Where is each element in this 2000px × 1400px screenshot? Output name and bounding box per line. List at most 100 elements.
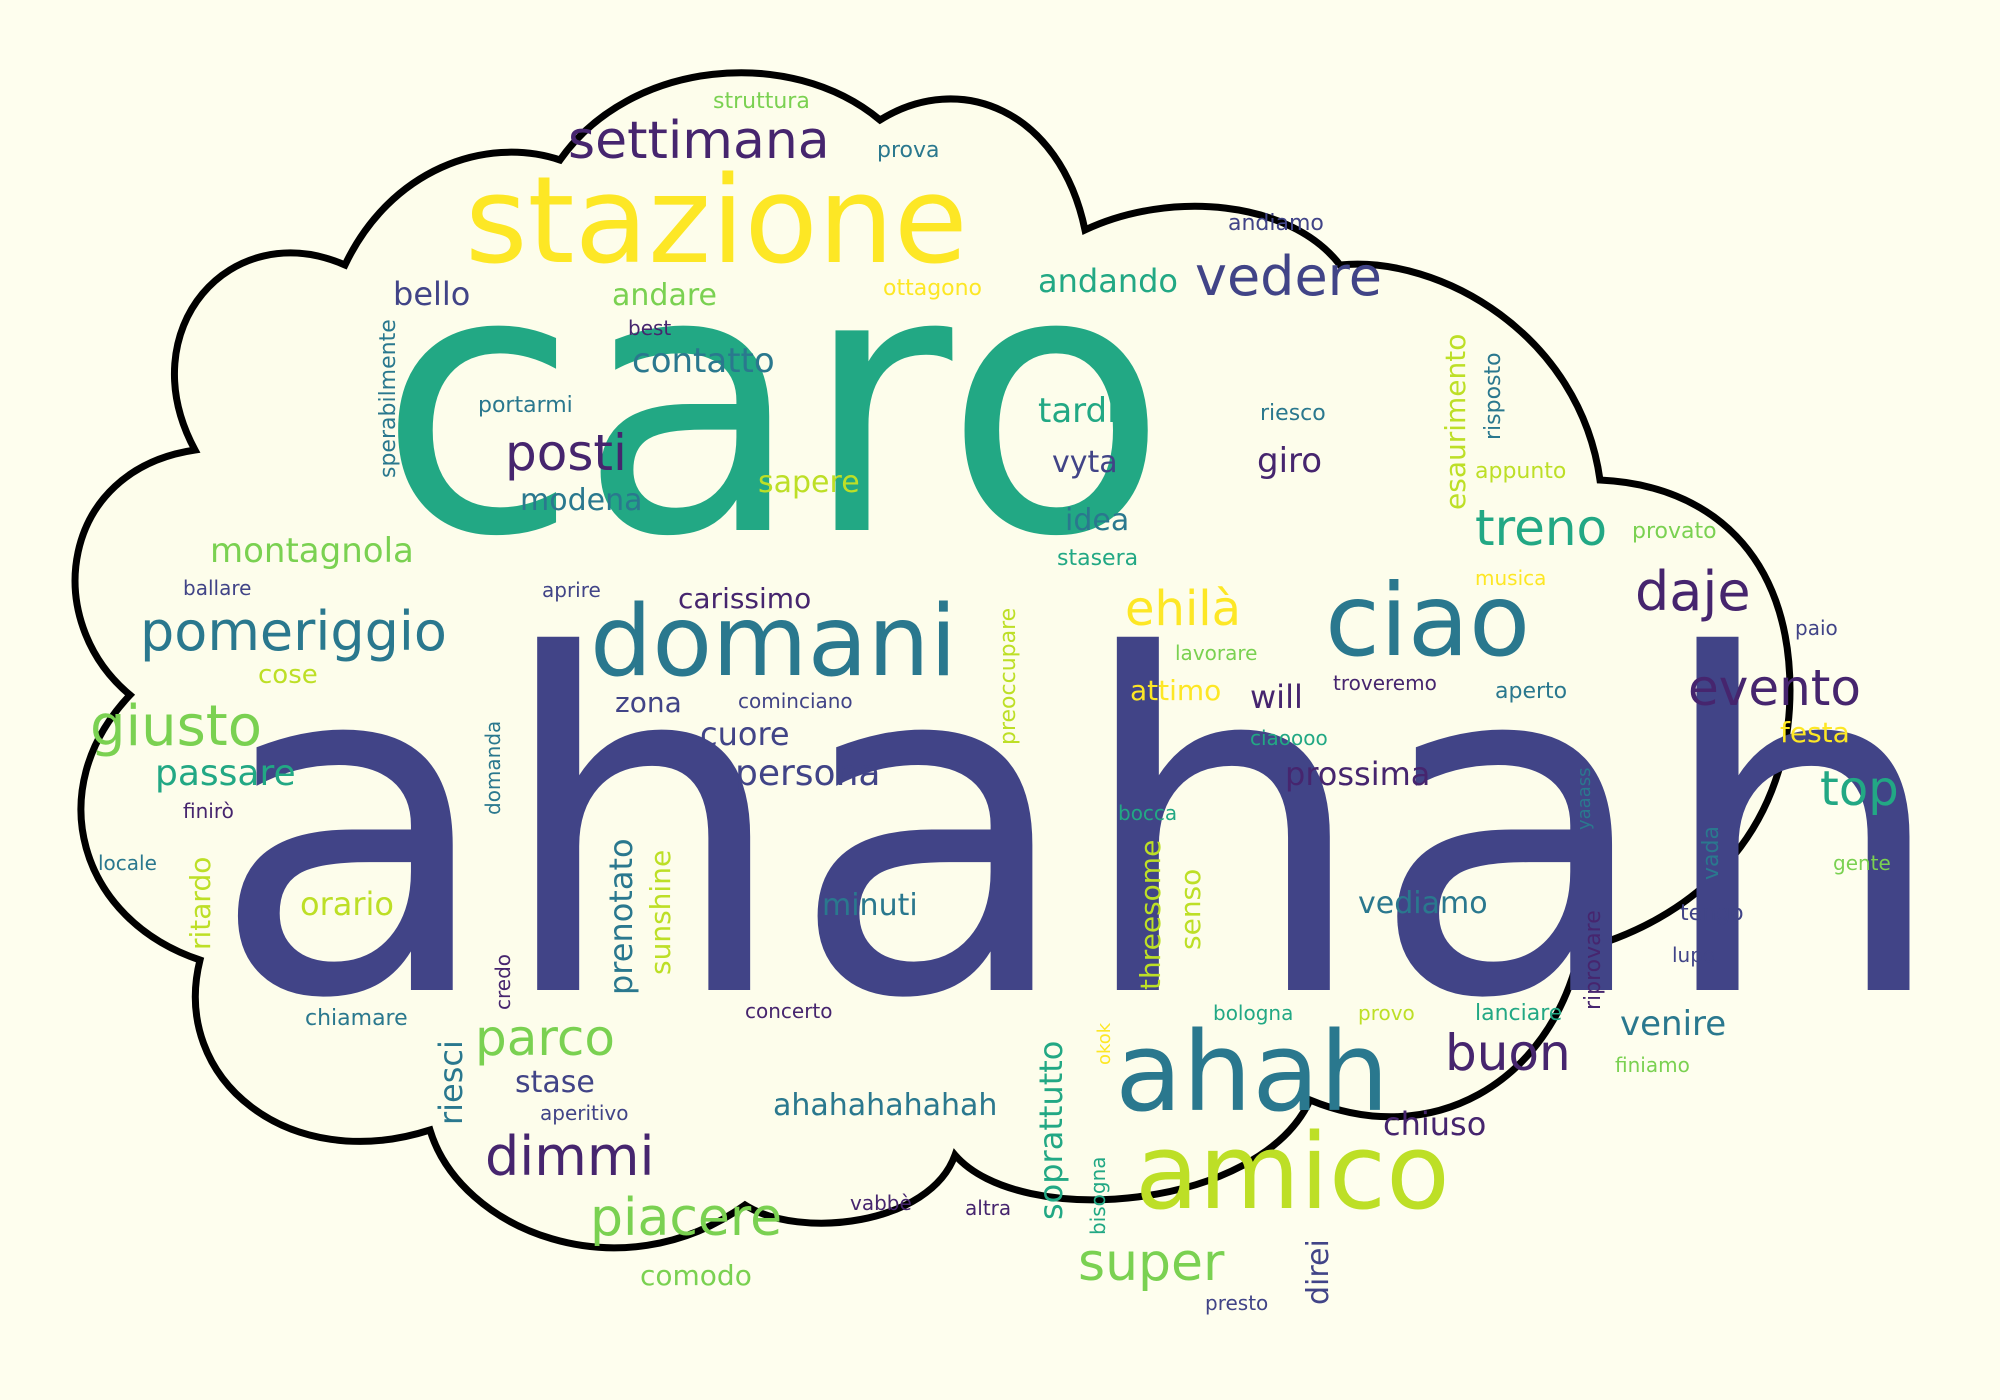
word-ritardo: ritardo (184, 857, 217, 950)
word-gente: gente (1833, 851, 1891, 875)
word-presto: presto (1205, 1291, 1268, 1315)
word-soprattutto: soprattutto (1032, 1041, 1070, 1220)
word-troveremo: troveremo (1333, 671, 1437, 695)
word-piacere: piacere (590, 1188, 782, 1248)
word-provato: provato (1632, 519, 1717, 544)
word-credo: credo (491, 954, 515, 1010)
word-stasera: stasera (1057, 546, 1138, 571)
word-bisogna: bisogna (1086, 1156, 1110, 1235)
word-chiuso: chiuso (1383, 1105, 1486, 1143)
word-direi: direi (1301, 1239, 1336, 1305)
word-will: will (1250, 678, 1303, 716)
word-riprovare: riprovare (1581, 910, 1606, 1010)
word-chiamare: chiamare (305, 1006, 408, 1031)
word-vedere: vedere (1195, 245, 1382, 308)
word-stazione: stazione (465, 152, 968, 291)
word-cominciano: cominciano (738, 689, 853, 713)
word-buon: buon (1445, 1024, 1571, 1082)
word-sapere: sapere (758, 465, 860, 500)
word-comodo: comodo (640, 1259, 752, 1292)
word-treno: treno (1475, 499, 1607, 557)
word-persona: persona (735, 753, 880, 794)
word-vabbe: vabbè (850, 1191, 912, 1215)
word-idea: idea (1065, 503, 1129, 538)
word-cuore: cuore (700, 715, 790, 753)
word-attimo: attimo (1130, 674, 1221, 707)
word-contatto: contatto (632, 341, 775, 381)
word-pomeriggio: pomeriggio (140, 600, 447, 663)
word-musica: musica (1475, 566, 1546, 590)
word-ciao: ciao (1325, 562, 1530, 679)
word-passare: passare (155, 753, 296, 794)
word-andiamo: andiamo (1228, 211, 1324, 236)
word-parco: parco (475, 1009, 615, 1067)
word-lavorare: lavorare (1175, 641, 1257, 665)
word-ottagono: ottagono (883, 276, 982, 301)
word-struttura: struttura (713, 89, 810, 114)
word-vada: vada (1699, 826, 1724, 880)
word-esaurimento: esaurimento (1439, 334, 1472, 510)
word-vyta: vyta (1052, 445, 1118, 480)
word-ciaoooo: ciaoooo (1250, 726, 1328, 750)
word-amico: amico (1135, 1111, 1450, 1233)
word-stase: stase (515, 1065, 595, 1100)
word-ehila: ehilà (1125, 581, 1241, 637)
word-aprire: aprire (542, 578, 601, 602)
word-prossima: prossima (1285, 755, 1430, 793)
word-andando: andando (1038, 262, 1178, 300)
word-bologna: bologna (1213, 1001, 1293, 1025)
word-giro: giro (1257, 441, 1322, 481)
word-preoccupare: preoccupare (996, 608, 1021, 745)
word-daje: daje (1635, 560, 1751, 623)
word-lupo: lupo (1672, 943, 1715, 967)
word-domani: domani (590, 585, 957, 699)
word-tengo: tengo (1680, 901, 1744, 926)
word-locale: locale (98, 851, 157, 875)
word-posti: posti (505, 424, 627, 482)
word-risposto: risposto (1481, 352, 1506, 440)
cloud-outline (71, 69, 1794, 1252)
word-prova: prova (877, 138, 940, 163)
word-finiamo: finiamo (1615, 1053, 1690, 1077)
word-sperabilmente: sperabilmente (376, 319, 401, 478)
word-venire: venire (1620, 1004, 1726, 1044)
word-provo: provo (1358, 1001, 1415, 1025)
word-lanciare: lanciare (1475, 1001, 1562, 1026)
word-evento: evento (1688, 659, 1861, 717)
word-domanda: domanda (481, 721, 505, 815)
word-tardi: tardi (1038, 391, 1117, 431)
word-super: super (1078, 1233, 1225, 1293)
word-okok: okok (1094, 1022, 1115, 1065)
word-minuti: minuti (822, 888, 918, 923)
word-modena: modena (520, 483, 642, 518)
word-riesco: riesco (1260, 401, 1326, 426)
word-vediamo: vediamo (1358, 886, 1488, 921)
word-giusto: giusto (90, 694, 262, 759)
word-threesome: threesome (1134, 840, 1167, 990)
word-yaaass: yaaass (1574, 768, 1595, 831)
word-paio: paio (1795, 616, 1838, 640)
word-best: best (628, 316, 671, 340)
word-appunto: appunto (1475, 459, 1566, 484)
word-settimana: settimana (568, 111, 830, 171)
word-ahahahahahah: ahahahahahah (773, 1088, 997, 1123)
word-caro: caro (378, 192, 1168, 617)
word-orario: orario (300, 885, 394, 923)
word-bello: bello (393, 275, 470, 313)
word-finiro: finirò (183, 799, 234, 823)
word-aperitivo: aperitivo (540, 1101, 629, 1125)
word-concerto: concerto (745, 999, 833, 1023)
word-senso: senso (1174, 869, 1207, 950)
word-ahah: ahah (1115, 1008, 1389, 1136)
word-andare: andare (612, 278, 717, 313)
word-ballare: ballare (183, 576, 251, 600)
word-ahahah: ahahah (210, 558, 1949, 1100)
word-altra: altra (965, 1196, 1011, 1220)
word-carissimo: carissimo (678, 582, 811, 615)
word-aperto: aperto (1495, 679, 1567, 704)
word-montagnola: montagnola (210, 531, 414, 571)
word-bocca: bocca (1118, 801, 1177, 825)
word-dimmi: dimmi (485, 1125, 655, 1188)
word-riesci: riesci (432, 1040, 470, 1125)
